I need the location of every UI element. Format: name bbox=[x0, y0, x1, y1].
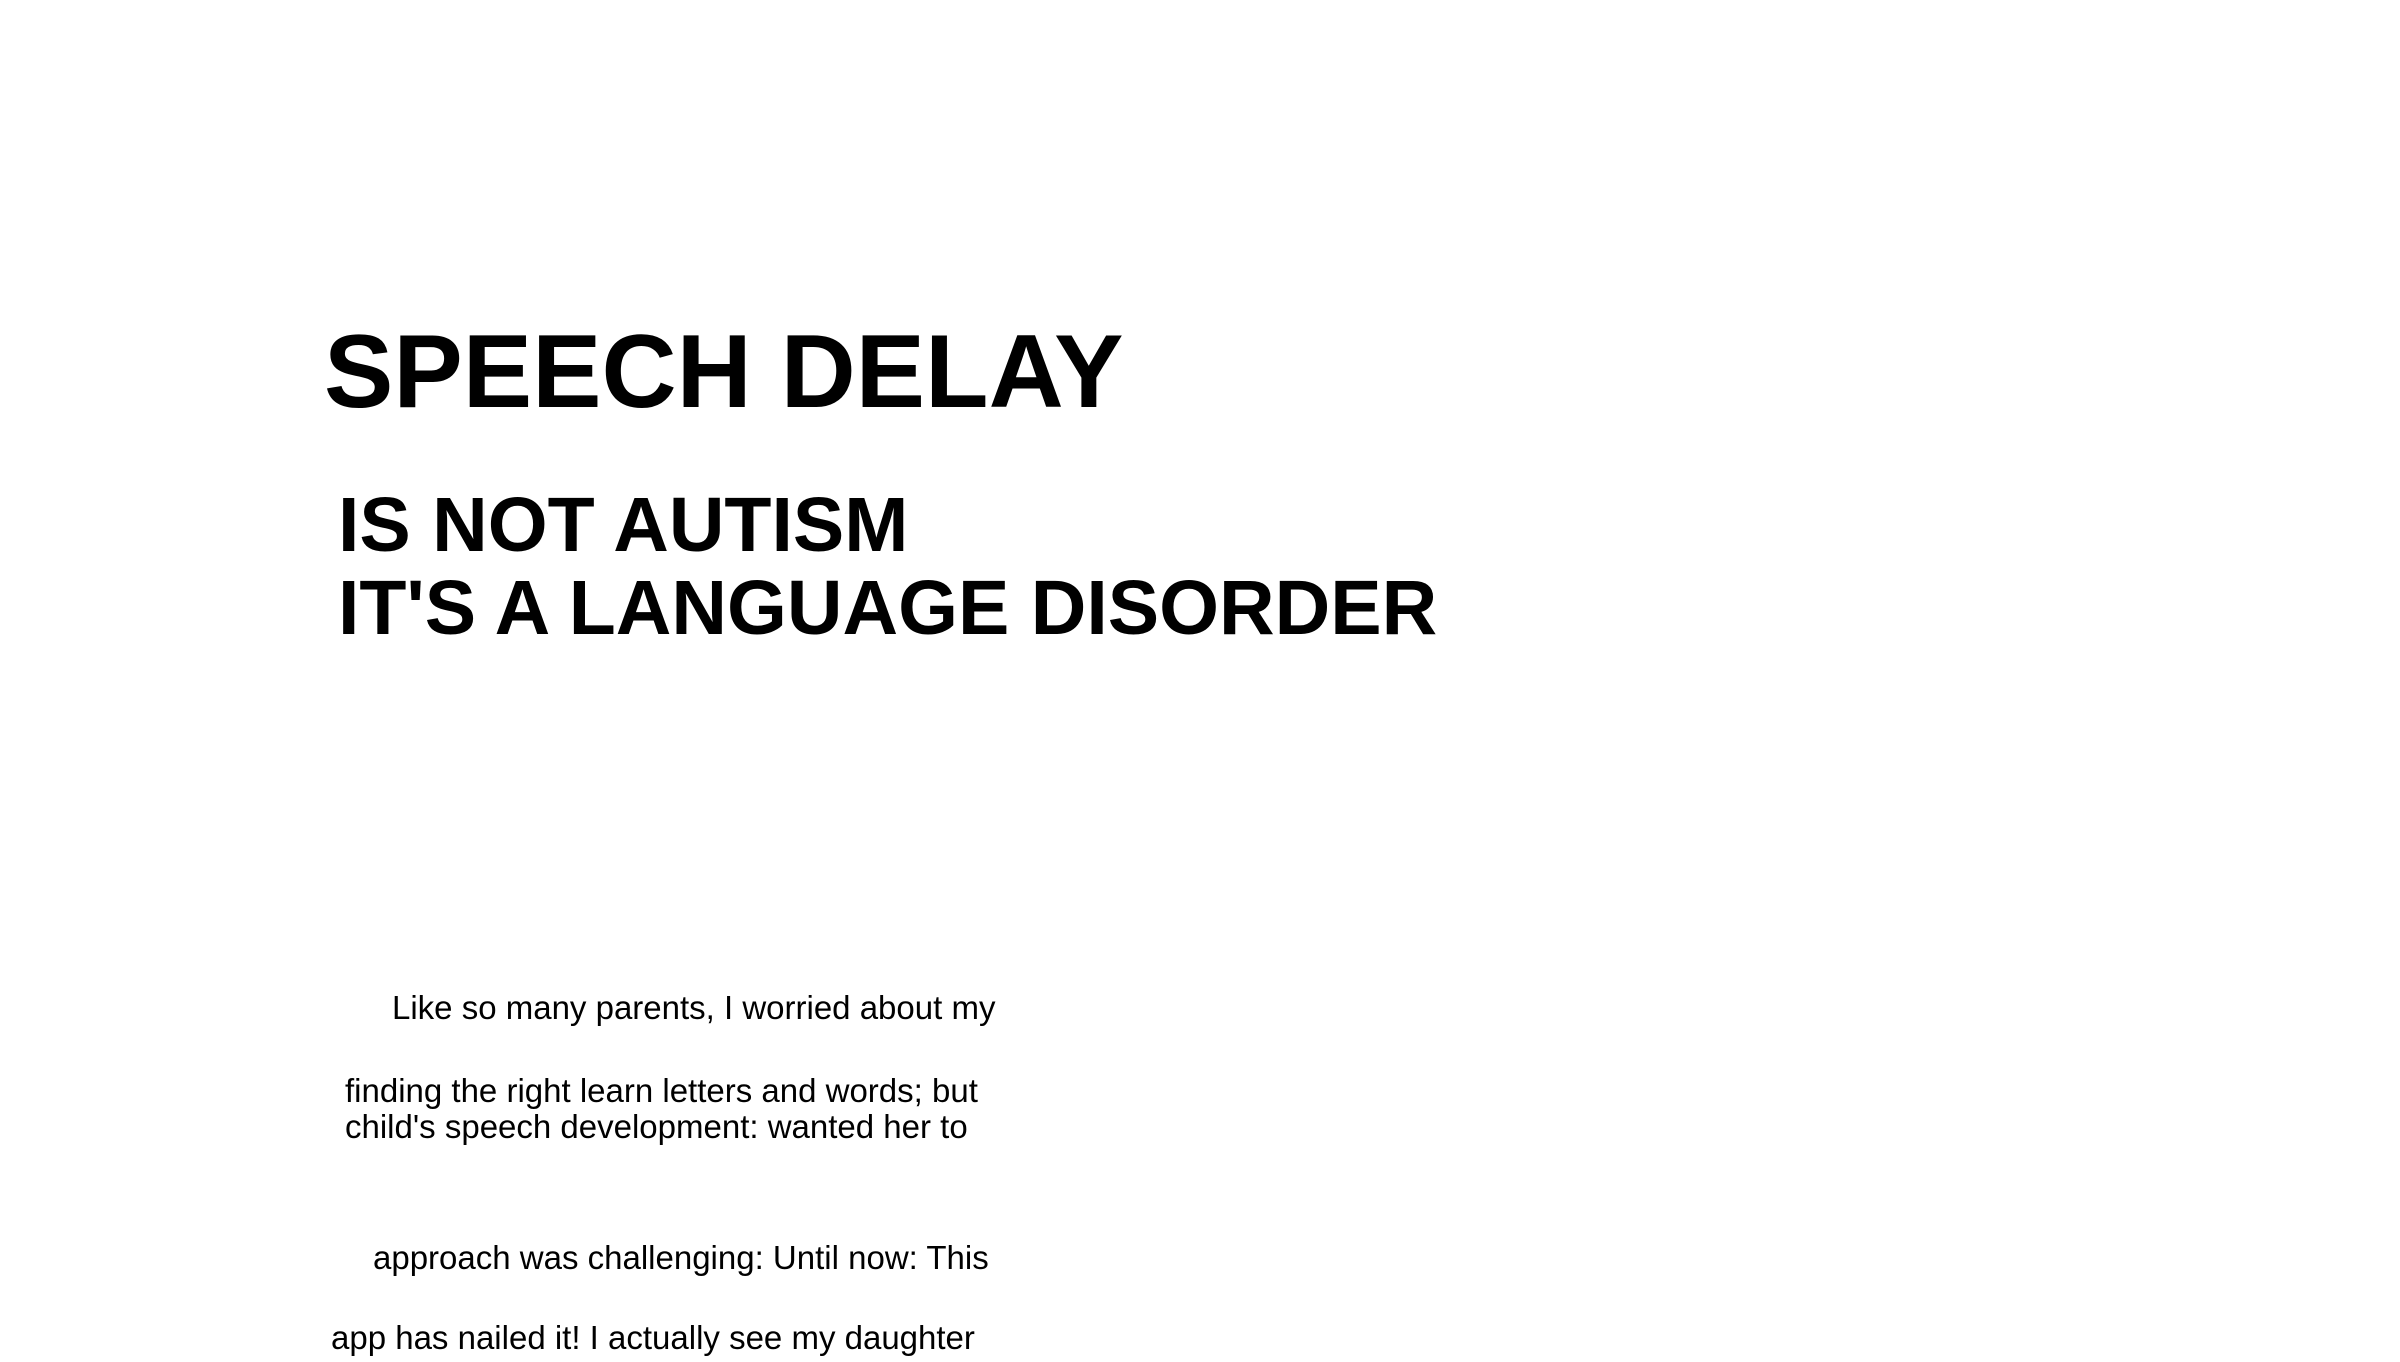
body-line: Like so many parents, I worried about my bbox=[392, 991, 995, 1024]
body-line: approach was challenging: Until now: Thi… bbox=[373, 1241, 989, 1274]
subtitle-line-2: IT'S A LANGUAGE DISORDER bbox=[338, 570, 1437, 647]
body-line: child's speech development: wanted her t… bbox=[345, 1110, 968, 1143]
page-title: SPEECH DELAY bbox=[324, 320, 1124, 424]
subtitle-line-1: IS NOT AUTISM bbox=[338, 487, 908, 564]
body-line: finding the right learn letters and word… bbox=[345, 1074, 978, 1107]
body-line: app has nailed it! I actually see my dau… bbox=[331, 1321, 975, 1354]
